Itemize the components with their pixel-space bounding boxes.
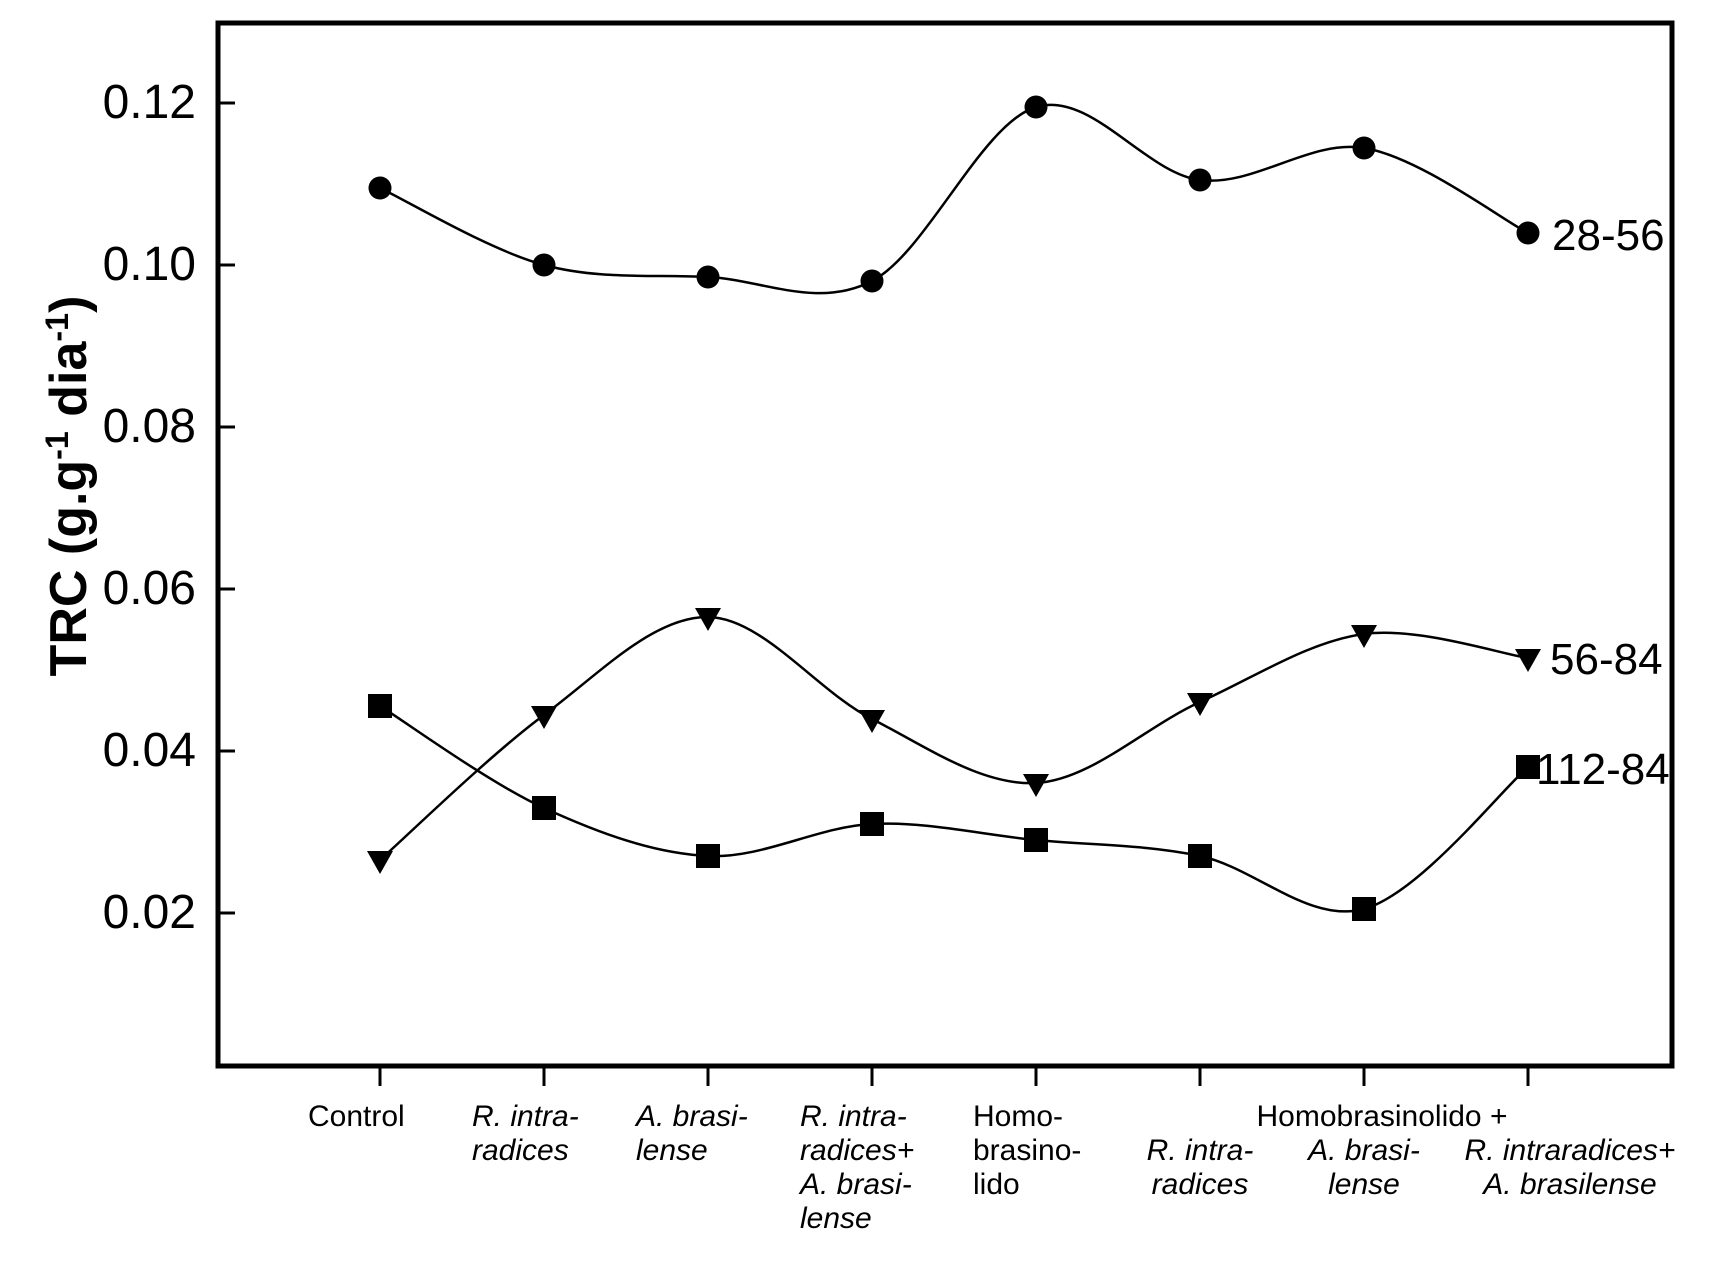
data-point-square	[1024, 828, 1048, 852]
series-label-28-56: 28-56	[1552, 211, 1665, 260]
y-tick-label-0.10: 0.10	[102, 238, 196, 291]
data-point-triangle-down	[1515, 649, 1541, 672]
data-point-circle	[1516, 221, 1540, 245]
data-point-square	[1352, 897, 1376, 921]
data-point-square	[1516, 755, 1540, 779]
x-category-label-line: R. intra-	[1146, 1134, 1254, 1167]
x-category-label-line: A. brasi-	[636, 1100, 748, 1133]
data-point-triangle-down	[531, 706, 557, 729]
x-category-label-line: Homo-	[973, 1100, 1064, 1133]
data-point-circle	[532, 253, 556, 277]
data-point-circle	[860, 269, 884, 293]
y-axis-title-text: )	[40, 295, 98, 313]
x-category-label-4: R. intra-radices+ A. brasi-lense	[800, 1100, 1030, 1236]
data-point-triangle-down	[695, 608, 721, 631]
data-point-square	[696, 844, 720, 868]
y-axis-title-superscript: -1	[39, 312, 75, 342]
plot-frame	[215, 20, 1675, 1069]
x-category-label-1: Control	[308, 1100, 538, 1134]
y-tick-label-0.02: 0.02	[102, 886, 196, 939]
data-point-square	[860, 812, 884, 836]
data-point-square	[1188, 844, 1212, 868]
y-tick-label-0.08: 0.08	[102, 400, 196, 453]
data-point-triangle-down	[1187, 693, 1213, 716]
x-category-label-line: brasino-	[973, 1134, 1082, 1167]
y-tick-label-0.06: 0.06	[102, 562, 196, 615]
x-category-label-line: R. intraradices+	[1464, 1134, 1676, 1167]
y-tick-label-0.04: 0.04	[102, 724, 196, 777]
x-category-label-line: lense	[1328, 1168, 1400, 1201]
x-category-label-line: R. intra-	[800, 1100, 907, 1133]
data-point-square	[368, 694, 392, 718]
x-category-label-line: lense	[636, 1134, 708, 1167]
data-point-circle	[1024, 95, 1048, 119]
y-tick-label-0.12: 0.12	[102, 76, 196, 129]
x-category-label-line: radices	[1151, 1168, 1249, 1201]
x-category-label-line: lense	[800, 1202, 872, 1235]
data-point-circle	[368, 176, 392, 200]
x-category-label-3: A. brasi-lense	[636, 1100, 866, 1168]
data-point-square	[532, 796, 556, 820]
x-category-label-line: radices+	[800, 1134, 915, 1167]
x-category-label-2: R. intra-radices	[472, 1100, 702, 1168]
x-category-label-line: A. brasi-	[1308, 1134, 1420, 1167]
data-point-circle	[696, 265, 720, 289]
series-line-28-56	[378, 103, 1530, 295]
x-category-label-line: lido	[973, 1168, 1020, 1201]
x-group-header-label: Homobrasinolido +	[1256, 1100, 1508, 1133]
x-category-label-line: Control	[308, 1100, 405, 1133]
series-line-56-84	[378, 615, 1530, 862]
x-category-label-6: R. intra-radices	[1070, 1134, 1330, 1202]
series-label-56-84: 56-84	[1550, 635, 1663, 684]
x-category-label-line: radices	[472, 1134, 569, 1167]
x-category-label-line: A. brasilense	[1483, 1168, 1657, 1201]
data-point-circle	[1352, 136, 1376, 160]
x-category-label-line: A. brasi-	[800, 1168, 912, 1201]
data-point-triangle-down	[1351, 625, 1377, 648]
series-label-112-84: 112-84	[1536, 745, 1670, 794]
x-category-label-8: R. intraradices+ A. brasilense	[1420, 1134, 1709, 1202]
x-category-label-line: R. intra-	[472, 1100, 579, 1133]
data-point-triangle-down	[1023, 774, 1049, 797]
x-category-label-7: A. brasi-lense	[1234, 1134, 1494, 1202]
data-point-circle	[1188, 168, 1212, 192]
x-category-label-5: Homo-brasino-lido	[973, 1100, 1203, 1202]
data-point-triangle-down	[367, 851, 393, 874]
data-point-triangle-down	[859, 710, 885, 733]
